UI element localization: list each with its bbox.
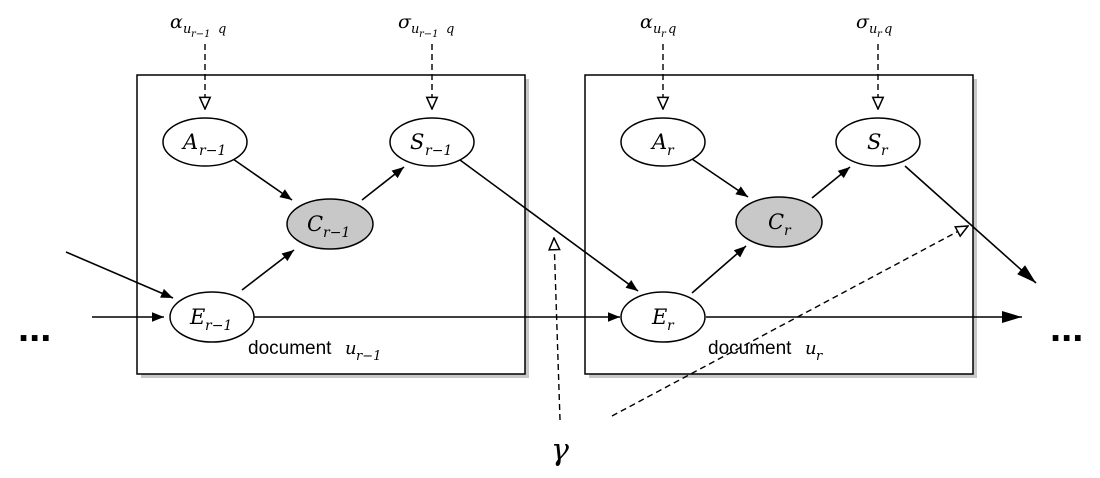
edge-e-cur-to-c-cur	[691, 245, 747, 294]
node-s-cur: S r	[835, 117, 921, 167]
node-s-cur-sub: r	[881, 143, 889, 159]
param-alpha-cur: α u r q	[640, 11, 676, 40]
node-c-prev: C r−1	[286, 198, 374, 250]
node-s-prev-sub: r−1	[425, 143, 452, 159]
plate-label-prev: document u r−1	[248, 338, 381, 364]
param-alpha-cur-sub2: r	[661, 29, 667, 40]
node-s-cur-base: S	[867, 130, 881, 154]
node-s-prev-base: S	[410, 130, 424, 154]
edge-a-prev-to-c-prev	[232, 158, 293, 201]
node-a-cur: A r	[620, 117, 706, 167]
param-sigma-prev-sub2: r−1	[419, 29, 439, 40]
node-e-prev-base: E	[189, 305, 205, 329]
param-alpha-prev-sub2: r−1	[191, 29, 211, 40]
plate-label-prev-sub: r−1	[356, 349, 381, 364]
param-alpha-prev-sub1: u	[183, 22, 191, 37]
node-c-cur: C r	[735, 196, 823, 248]
node-c-cur-base: C	[768, 210, 784, 234]
node-c-prev-base: C	[307, 212, 323, 236]
plate-label-cur: document u r	[708, 338, 823, 364]
node-a-prev-base: A	[181, 130, 198, 154]
node-e-prev-sub: r−1	[205, 318, 232, 334]
edge-e-prev-to-c-prev	[241, 249, 295, 291]
edge-a-cur-to-c-cur	[691, 158, 749, 198]
node-c-prev-sub: r−1	[323, 225, 350, 241]
param-sigma-prev-sub1: u	[411, 22, 419, 37]
node-e-cur-sub: r	[667, 318, 675, 334]
plate-label-prev-base: u	[345, 338, 357, 359]
node-a-cur-sub: r	[667, 143, 675, 159]
param-alpha-prev: α u r−1 q	[170, 11, 226, 40]
node-e-cur-base: E	[651, 305, 667, 329]
param-alpha-cur-sub1: u	[653, 22, 661, 37]
plate-label-cur-word: document	[708, 338, 792, 359]
edge-gamma-to-prev	[554, 238, 560, 421]
plate-label-cur-base: u	[805, 338, 817, 359]
node-e-prev: E r−1	[169, 291, 255, 343]
ellipsis-right: ...	[1050, 306, 1083, 350]
param-sigma-cur-sub1: u	[869, 22, 877, 37]
plate-label-cur-sub: r	[816, 349, 823, 364]
param-sigma-prev-base: σ	[398, 11, 412, 33]
edge-s-cur-outgoing	[904, 165, 1037, 284]
param-alpha-cur-base: α	[640, 11, 653, 33]
edge-gamma-to-cur	[611, 226, 968, 417]
ellipsis-left: ...	[18, 306, 51, 350]
param-sigma-cur-base: σ	[856, 11, 870, 33]
edge-incoming-to-e-prev	[65, 251, 174, 299]
param-sigma-cur-sub2: r	[877, 29, 883, 40]
plate-label-prev-word: document	[248, 338, 332, 359]
param-gamma: γ	[551, 433, 569, 468]
node-a-prev-sub: r−1	[199, 143, 226, 159]
param-alpha-cur-sub3: q	[668, 22, 676, 37]
param-alpha-prev-sub3: q	[218, 22, 226, 37]
param-sigma-prev: σ u r−1 q	[398, 11, 454, 40]
edge-c-prev-to-s-prev	[361, 166, 405, 201]
param-sigma-prev-sub3: q	[446, 22, 454, 37]
node-e-cur: E r	[620, 291, 706, 343]
param-sigma-cur: σ u r q	[856, 11, 892, 40]
param-sigma-cur-sub3: q	[884, 22, 892, 37]
node-a-prev: A r−1	[162, 117, 248, 167]
edge-c-cur-to-s-cur	[811, 166, 851, 199]
param-alpha-prev-base: α	[170, 11, 183, 33]
edge-s-prev-to-e-cur	[459, 159, 639, 292]
node-s-prev: S r−1	[389, 117, 475, 167]
node-a-cur-base: A	[650, 130, 667, 154]
node-c-cur-sub: r	[784, 223, 792, 239]
